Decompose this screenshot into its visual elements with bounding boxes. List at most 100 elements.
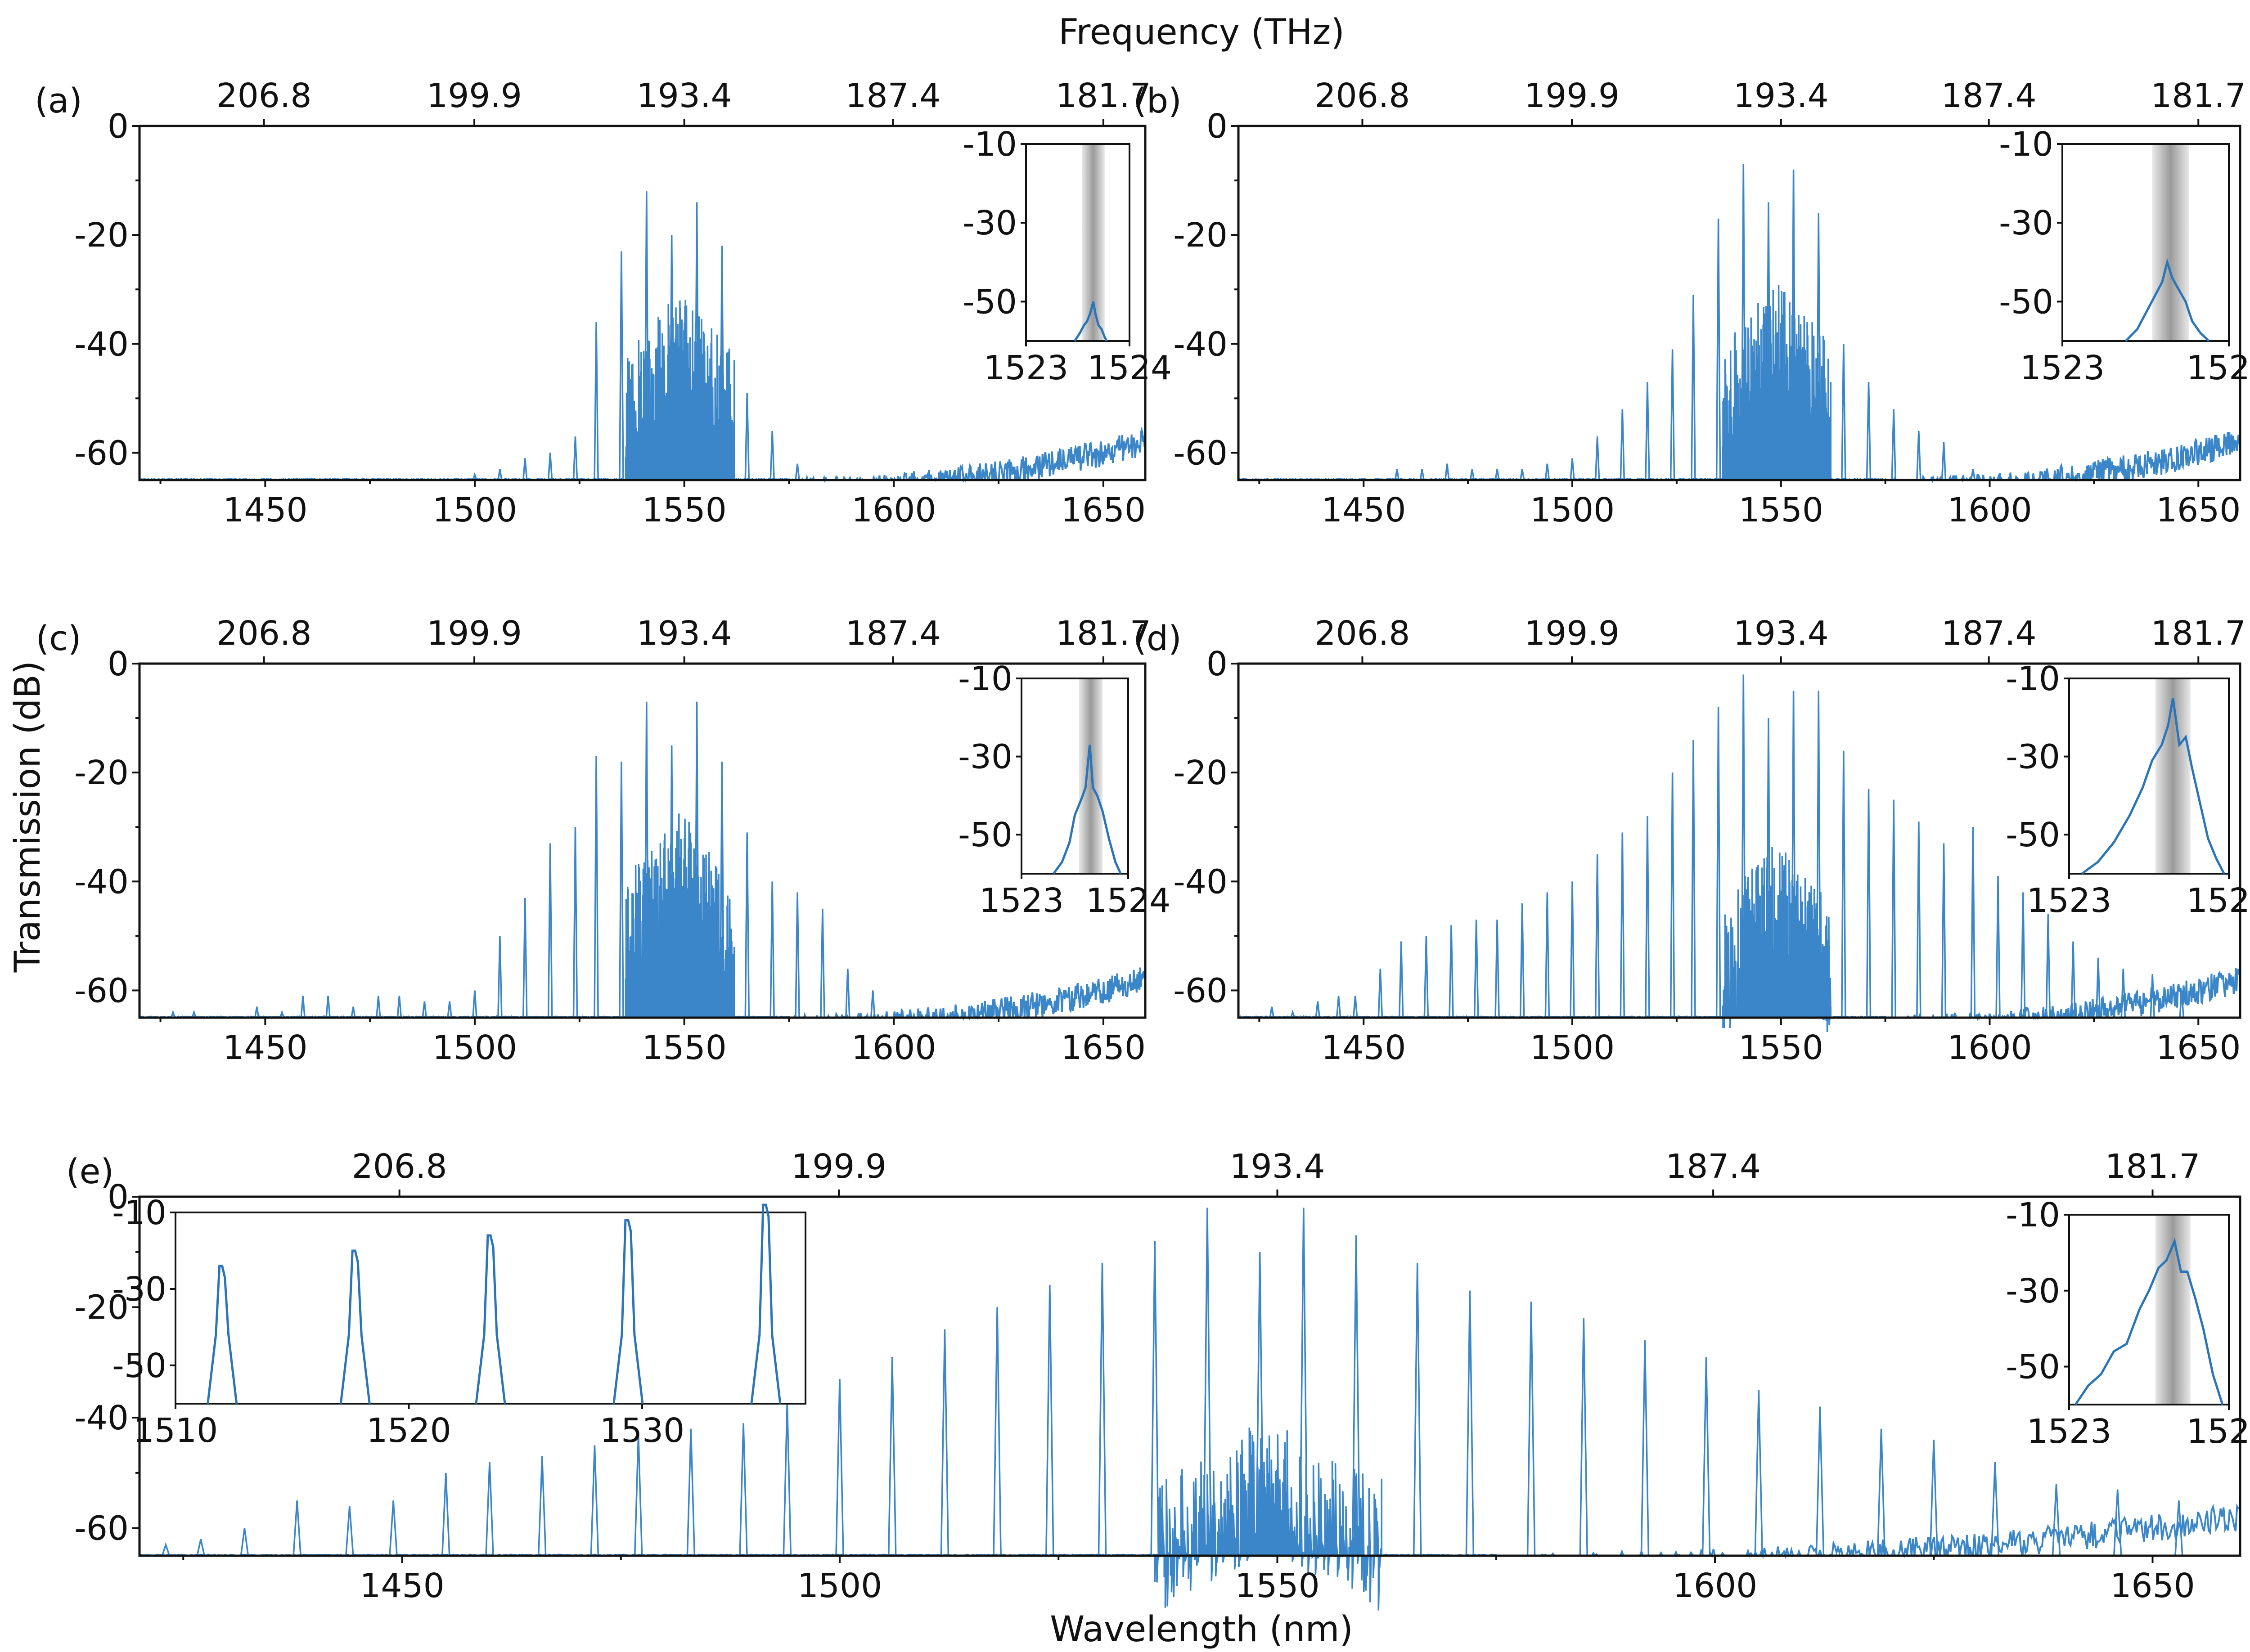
comb-peak: [547, 453, 553, 480]
comb-peak: [1519, 903, 1525, 1018]
comb-peak: [522, 898, 528, 1018]
x-tick-label: 1600: [1947, 491, 2032, 530]
comb-peak: [1351, 1235, 1361, 1556]
comb-peak: [2150, 974, 2155, 1018]
inset-y-label: -30: [2006, 738, 2060, 777]
y-tick-label: -20: [74, 1288, 129, 1327]
inset-peak: [339, 1249, 371, 1404]
inset-x-label: 1523: [2027, 881, 2111, 920]
comb-peak: [744, 832, 750, 1018]
axis-ticks: 1450 1500 1550 1600 1650 0 -20 -40 -60 206.8 199.9…: [1173, 614, 2246, 1067]
zoom-inset: -10 -30 -50 1523 1524: [2006, 660, 2250, 920]
comb-peak: [497, 469, 503, 480]
inset-frame: [175, 1212, 806, 1405]
y-tick-label: 0: [1206, 107, 1228, 146]
comb-peak: [1449, 925, 1454, 1018]
comb-peak: [1045, 1285, 1054, 1556]
comb-peak: [2052, 1484, 2061, 1556]
comb-peak: [1741, 674, 1746, 1018]
noise-floor-line: [139, 1503, 2240, 1559]
comb-peak: [279, 1010, 285, 1018]
x-tick-label: 1500: [432, 1028, 517, 1067]
x-tick-label: 1650: [1061, 491, 1146, 530]
top-tick-label: 187.4: [845, 76, 940, 115]
comb-peak: [1419, 469, 1425, 480]
comb-peak: [1754, 1390, 1763, 1556]
top-tick-label: 199.9: [427, 76, 522, 115]
comb-peak: [2120, 968, 2126, 1018]
zoom-inset: -10 -30 -50 1523 1524: [963, 125, 1172, 387]
top-tick-label: 199.9: [791, 1147, 886, 1186]
inset-y-label: -30: [112, 1270, 166, 1309]
x-tick-label: 1550: [1739, 491, 1823, 530]
gray-shade-band: [1082, 145, 1105, 340]
comb-peak: [845, 968, 850, 1018]
comb-peak: [1444, 463, 1450, 480]
comb-peak: [2070, 941, 2076, 1018]
top-tick-label: 187.4: [1665, 1147, 1761, 1186]
comb-peak: [719, 761, 725, 1018]
comb-peak: [1841, 750, 1846, 1018]
noise-band: [625, 813, 735, 1018]
gray-shade-band: [2155, 679, 2191, 873]
x-tick-label: 1500: [1530, 1028, 1615, 1067]
top-tick-label: 193.4: [637, 76, 732, 115]
top-tick-label: 193.4: [1733, 614, 1829, 653]
comb-peak: [1815, 1406, 1825, 1556]
x-tick-label: 1600: [1947, 1028, 2032, 1067]
plot-frame: [1237, 662, 2241, 1019]
panel-e: (e) 1450 1500 1550 1600 1650 0 -20 -40 -60 206.8 19…: [66, 1147, 2250, 1611]
comb-peak: [744, 393, 750, 480]
zoom-inset: -10 -30 -50 1523 1524: [958, 660, 1170, 920]
inset-line: [2074, 1237, 2224, 1405]
comb-peak: [783, 1401, 792, 1556]
inset-x-label: 1524: [2187, 349, 2250, 387]
comb-peak: [1098, 1263, 1107, 1556]
y-tick-label: -60: [74, 434, 129, 472]
comb-peak: [1970, 469, 1976, 480]
top-tick-label: 193.4: [1230, 1147, 1325, 1186]
comb-peak: [1995, 876, 2001, 1018]
x-tick-label: 1650: [1061, 1028, 1146, 1067]
inset-peak: [207, 1265, 238, 1404]
comb-peak: [1469, 469, 1475, 480]
panel-c: (c) 1450 1500 1550 1600 1650 0 -20 -40 -60 206.8 19…: [36, 614, 1170, 1067]
comb-peak: [1394, 469, 1400, 480]
inset-frame: [2068, 1214, 2230, 1405]
gray-shade-band: [1079, 679, 1103, 873]
inset-y-label: -50: [112, 1347, 166, 1385]
comb-peak: [590, 1445, 599, 1556]
comb-peak: [1866, 382, 1872, 480]
comb-peak: [887, 1356, 897, 1556]
inset-peak: [750, 1203, 782, 1404]
top-tick-label: 181.7: [1056, 614, 1151, 653]
comb-peak: [1990, 1462, 2000, 1556]
comb-peak: [619, 251, 624, 480]
x-tick-label: 1650: [2156, 1028, 2241, 1067]
zoom-inset-left: -10 -30 -50 1510 1520 1530: [112, 1194, 806, 1450]
comb-peak: [254, 1006, 260, 1018]
top-tick-label: 187.4: [1941, 614, 2037, 653]
comb-peak: [1891, 409, 1896, 480]
comb-peak: [820, 908, 825, 1018]
inset-x-label: 1523: [2027, 1412, 2111, 1451]
y-tick-label: -40: [74, 862, 129, 901]
inset-x-label: 1510: [133, 1411, 218, 1450]
comb-peak: [1715, 707, 1721, 1018]
comb-peak: [795, 463, 800, 480]
x-axis-title: Wavelength (nm): [1050, 1609, 1353, 1650]
gray-shade-band: [2152, 145, 2189, 340]
comb-peak: [1670, 772, 1675, 1018]
plot-frame: [138, 1195, 2241, 1557]
x-tick-label: 1550: [642, 1028, 726, 1067]
x-tick-label: 1650: [2110, 1567, 2195, 1605]
comb-peak: [1544, 892, 1550, 1018]
noise-band: [1722, 847, 1832, 1032]
comb-peak: [1916, 822, 1922, 1018]
comb-peak: [644, 191, 649, 480]
x-tick-label: 1450: [223, 491, 307, 530]
axis-ticks: 1450 1500 1550 1600 1650 0 -20 -40 -60 206.8 199.9…: [1173, 76, 2246, 530]
comb-peak: [1715, 218, 1721, 480]
inset-y-label: -30: [963, 204, 1017, 242]
